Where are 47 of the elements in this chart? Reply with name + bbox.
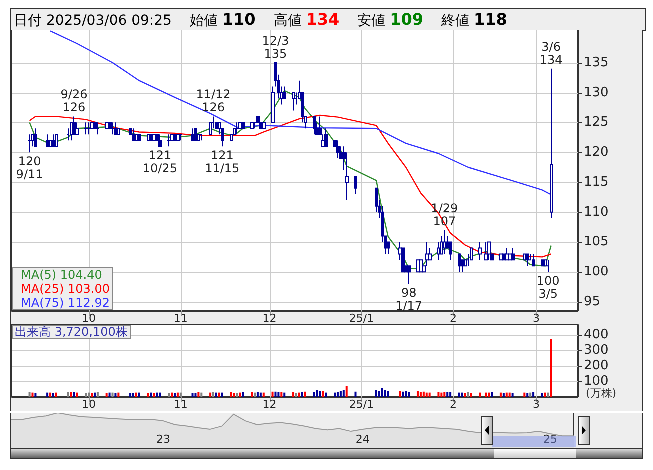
chart-title: 日付 2025/03/06 09:25 bbox=[14, 13, 172, 29]
y-tick-label: 105 bbox=[584, 234, 609, 250]
x-tick-label: 25 bbox=[544, 433, 558, 446]
annotation: 100 3/5 bbox=[536, 274, 560, 302]
y-tick-label: 130 bbox=[584, 85, 609, 100]
x-tick-label: 12 bbox=[262, 312, 277, 325]
annotation: 9/26 126 bbox=[60, 88, 88, 115]
y-tick-label: 300 bbox=[584, 343, 609, 358]
annotation: 120 9/11 bbox=[16, 154, 44, 182]
y-axis-title: (万株) bbox=[586, 386, 617, 400]
x-tick-label: 11 bbox=[174, 312, 188, 325]
y-tick-label: 135 bbox=[584, 55, 609, 70]
annotation: 121 10/25 bbox=[142, 148, 178, 176]
annotation: 3/6 134 bbox=[540, 40, 563, 67]
annotation: 12/3 135 bbox=[262, 34, 290, 61]
x-tick-label: 3 bbox=[533, 312, 540, 325]
x-tick-label: 23 bbox=[156, 433, 170, 446]
x-tick-label: 25/1 bbox=[349, 312, 374, 325]
y-tick-label: 100 bbox=[584, 264, 609, 280]
text: 高値 134 bbox=[274, 10, 340, 29]
x-tick-label: 10 bbox=[82, 398, 96, 411]
annotation: 11/12 126 bbox=[196, 88, 231, 115]
x-tick-label: 12 bbox=[262, 398, 277, 411]
x-tick-label: 11 bbox=[174, 398, 188, 411]
x-tick-label: 24 bbox=[356, 433, 370, 446]
annotation: 98 1/17 bbox=[396, 286, 423, 314]
text: 安値 109 bbox=[358, 10, 424, 29]
text: MA(25) 103.00 bbox=[21, 282, 110, 296]
chart-title: 出来高 3,720,100株 bbox=[15, 325, 128, 339]
text: 始値 110 bbox=[190, 10, 256, 29]
y-tick-label: 95 bbox=[584, 294, 601, 310]
x-tick-label: 2 bbox=[450, 398, 458, 411]
x-tick-label: 10 bbox=[82, 312, 96, 325]
text: 終値 118 bbox=[442, 10, 508, 29]
y-tick-label: 120 bbox=[584, 145, 609, 160]
x-tick-label: 25/1 bbox=[349, 398, 374, 411]
annotation: 121 11/15 bbox=[205, 148, 240, 176]
y-tick-label: 100 bbox=[584, 374, 609, 390]
y-tick-label: 125 bbox=[584, 115, 609, 130]
x-tick-label: 2 bbox=[450, 312, 458, 325]
x-tick-label: 3 bbox=[533, 398, 540, 411]
y-tick-label: 200 bbox=[584, 358, 609, 374]
text: MA(5) 104.40 bbox=[21, 268, 102, 282]
text: MA(75) 112.92 bbox=[21, 296, 110, 310]
y-tick-label: 115 bbox=[584, 174, 609, 190]
y-tick-label: 400 bbox=[584, 328, 609, 343]
y-tick-label: 110 bbox=[584, 204, 609, 220]
